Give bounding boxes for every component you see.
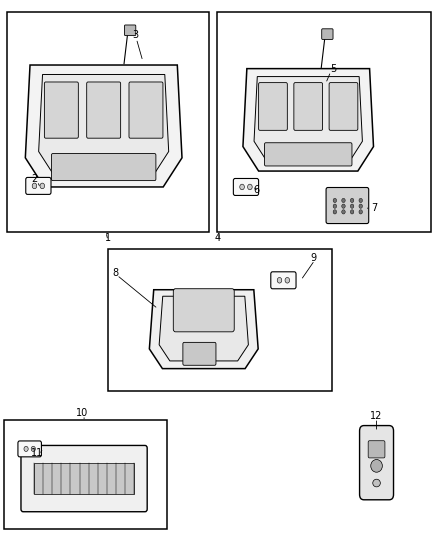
FancyBboxPatch shape: [360, 425, 393, 500]
Text: 8: 8: [113, 268, 119, 278]
FancyBboxPatch shape: [265, 143, 352, 166]
Text: 4: 4: [215, 233, 221, 244]
FancyBboxPatch shape: [368, 441, 385, 458]
FancyBboxPatch shape: [271, 272, 296, 289]
Circle shape: [285, 278, 290, 283]
Text: 2: 2: [31, 174, 37, 184]
FancyBboxPatch shape: [322, 29, 333, 39]
FancyBboxPatch shape: [124, 25, 136, 36]
Circle shape: [342, 198, 345, 203]
FancyBboxPatch shape: [329, 83, 358, 131]
Circle shape: [333, 210, 336, 214]
FancyBboxPatch shape: [294, 83, 322, 131]
Bar: [4, 420, 167, 529]
Circle shape: [333, 204, 336, 208]
Text: 10: 10: [76, 408, 88, 418]
Circle shape: [350, 198, 354, 203]
FancyBboxPatch shape: [129, 82, 163, 138]
Circle shape: [277, 278, 282, 283]
Circle shape: [24, 446, 28, 451]
Polygon shape: [159, 296, 248, 361]
Text: 12: 12: [371, 411, 383, 421]
Bar: [34, 463, 134, 495]
Ellipse shape: [373, 479, 380, 487]
FancyBboxPatch shape: [51, 154, 156, 181]
Bar: [7, 12, 209, 232]
FancyBboxPatch shape: [26, 177, 51, 195]
Text: 3: 3: [132, 30, 138, 41]
Polygon shape: [25, 65, 182, 187]
FancyBboxPatch shape: [44, 82, 78, 138]
FancyBboxPatch shape: [21, 446, 147, 512]
Polygon shape: [243, 69, 374, 171]
Bar: [108, 249, 332, 391]
FancyBboxPatch shape: [233, 179, 258, 196]
FancyBboxPatch shape: [87, 82, 120, 138]
Circle shape: [342, 204, 345, 208]
Circle shape: [333, 198, 336, 203]
Circle shape: [350, 210, 354, 214]
Circle shape: [247, 184, 252, 190]
Circle shape: [350, 204, 354, 208]
Text: 5: 5: [330, 64, 336, 74]
Circle shape: [40, 183, 45, 189]
Circle shape: [32, 183, 37, 189]
Bar: [217, 12, 431, 232]
Text: 9: 9: [311, 253, 317, 263]
Circle shape: [240, 184, 244, 190]
FancyBboxPatch shape: [326, 188, 369, 223]
Ellipse shape: [371, 459, 382, 472]
Text: 11: 11: [31, 448, 43, 458]
Circle shape: [31, 446, 35, 451]
Polygon shape: [254, 77, 362, 161]
Circle shape: [359, 210, 363, 214]
Circle shape: [359, 198, 363, 203]
FancyBboxPatch shape: [173, 289, 234, 332]
Polygon shape: [39, 75, 169, 176]
Polygon shape: [149, 290, 258, 369]
FancyBboxPatch shape: [183, 342, 216, 365]
Text: 7: 7: [371, 203, 378, 213]
Text: 1: 1: [105, 233, 111, 244]
Text: 6: 6: [254, 184, 260, 195]
FancyBboxPatch shape: [258, 83, 287, 131]
Circle shape: [342, 210, 345, 214]
FancyBboxPatch shape: [18, 441, 42, 457]
Circle shape: [359, 204, 363, 208]
